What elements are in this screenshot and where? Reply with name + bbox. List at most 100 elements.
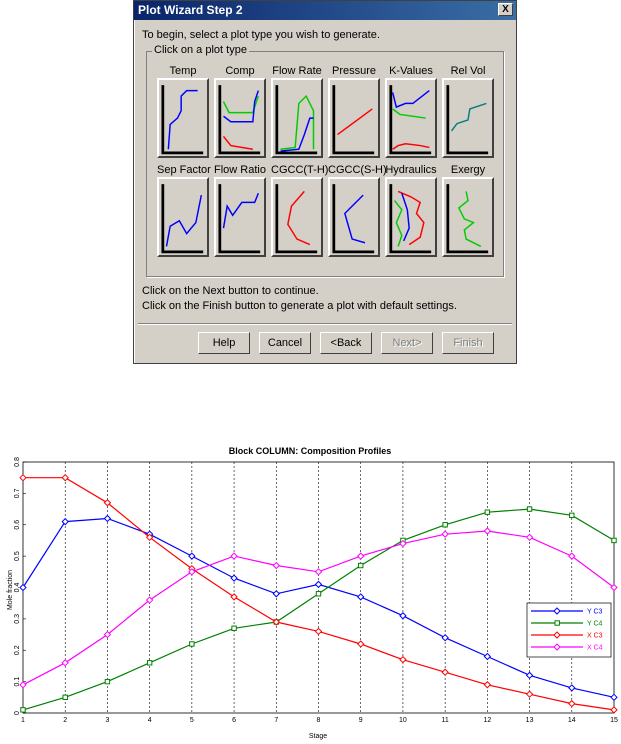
data-point (19, 583, 27, 592)
chart-x-tick-label: 1 (21, 717, 25, 724)
plot-type-cgcc-s-h[interactable]: CGCC(S-H) (328, 163, 387, 257)
plot-type-label: Rel Vol (450, 65, 486, 77)
plot-type-button[interactable] (328, 177, 380, 257)
finish-hint: Click on the Finish button to generate a… (142, 300, 457, 312)
plot-type-sep-factor[interactable]: Sep Factor (157, 163, 211, 257)
plot-type-hydraulics[interactable]: Hydraulics (385, 163, 437, 257)
data-point (19, 681, 27, 689)
plot-type-label: CGCC(T-H) (271, 164, 329, 176)
chart-y-tick-label: 0.4 (14, 583, 21, 593)
data-point (314, 568, 323, 576)
plot-type-exergy[interactable]: Exergy (442, 163, 494, 257)
data-point (358, 562, 364, 569)
close-icon[interactable]: X (498, 3, 513, 16)
finish-button[interactable]: Finish (442, 332, 494, 354)
legend-marker (554, 620, 560, 626)
data-point (441, 530, 449, 538)
data-point (569, 512, 575, 519)
plot-type-group: Click on a plot type Temp Comp Flow Rate Pr… (146, 44, 504, 277)
data-point (61, 473, 69, 482)
chart-x-tick-label: 10 (399, 717, 407, 724)
data-point (399, 612, 407, 620)
plot-type-button[interactable] (271, 177, 323, 257)
plot-type-label: Sep Factor (157, 164, 211, 176)
plot-type-pressure[interactable]: Pressure (328, 64, 380, 158)
data-point (568, 552, 576, 560)
data-point (568, 684, 576, 692)
data-point (357, 593, 365, 601)
chart-y-tick-label: 0.6 (14, 520, 21, 530)
k-values-icon (389, 85, 432, 155)
legend-label: Y C3 (587, 609, 603, 616)
dialog-titlebar[interactable]: Plot Wizard Step 2 X (134, 1, 516, 20)
chart-x-tick-label: 12 (483, 717, 491, 724)
data-point (483, 681, 492, 689)
help-button[interactable]: Help (198, 332, 250, 354)
data-point (526, 506, 533, 512)
next-hint: Click on the Next button to continue. (142, 285, 319, 297)
plot-type-flow-rate[interactable]: Flow Rate (271, 64, 323, 158)
back-button[interactable]: <Back (320, 332, 372, 354)
data-point (61, 659, 69, 667)
data-point (104, 678, 111, 685)
plot-type-button[interactable] (157, 177, 209, 257)
chart-x-tick-label: 6 (232, 717, 236, 724)
flow-rate-icon (275, 85, 318, 155)
chart-x-tick-label: 2 (63, 717, 67, 724)
chart-y-tick-label: 0.5 (14, 551, 21, 561)
composition-profile-icon (218, 85, 261, 155)
chart-x-tick-label: 5 (190, 717, 194, 724)
plot-type-cgcc-t-h[interactable]: CGCC(T-H) (271, 163, 329, 257)
plot-type-button[interactable] (271, 78, 323, 158)
plot-type-button[interactable] (442, 177, 494, 257)
hydraulics-icon (389, 184, 432, 254)
plot-type-button[interactable] (157, 78, 209, 158)
plot-type-button[interactable] (214, 177, 266, 257)
data-point (568, 699, 576, 708)
chart-y-tick-label: 0.8 (14, 457, 21, 467)
data-point (230, 593, 238, 601)
plot-wizard-dialog: Plot Wizard Step 2 X To begin, select a … (133, 0, 517, 364)
data-point (314, 627, 323, 636)
data-point (62, 694, 68, 701)
plot-type-button[interactable] (385, 78, 437, 158)
plot-type-label: Flow Ratio (214, 164, 266, 176)
chart-x-tick-label: 9 (359, 717, 363, 724)
data-point (231, 625, 237, 631)
data-point (315, 591, 322, 597)
legend-label: Y C4 (587, 621, 603, 628)
plot-type-rel-vol[interactable]: Rel Vol (442, 64, 494, 158)
chart-x-tick-label: 4 (148, 717, 152, 724)
plot-type-comp[interactable]: Comp (214, 64, 266, 158)
flow-ratio-icon (218, 184, 261, 254)
legend-marker (553, 643, 561, 651)
chart-y-tick-label: 0.7 (14, 488, 21, 498)
relative-volatility-icon (446, 85, 489, 155)
data-point (272, 590, 280, 598)
plot-type-temp[interactable]: Temp (157, 64, 209, 158)
plot-type-button[interactable] (214, 78, 266, 158)
data-point (357, 552, 365, 560)
exergy-icon (446, 184, 489, 254)
data-point (483, 652, 492, 661)
data-point (525, 690, 534, 698)
data-point (610, 583, 618, 592)
intro-text: To begin, select a plot type you wish to… (142, 29, 380, 41)
plot-type-k-values[interactable]: K-Values (385, 64, 437, 158)
plot-type-button[interactable] (385, 177, 437, 257)
data-point (103, 514, 112, 523)
plot-type-label: Exergy (450, 164, 486, 176)
plot-type-label: CGCC(S-H) (328, 164, 387, 176)
data-point (145, 533, 154, 542)
chart-y-tick-label: 0.1 (14, 677, 21, 687)
data-point (611, 537, 617, 544)
next-button[interactable]: Next> (381, 332, 433, 354)
plot-type-label: K-Values (389, 65, 433, 77)
cancel-button[interactable]: Cancel (259, 332, 311, 354)
plot-type-flow-ratio[interactable]: Flow Ratio (214, 163, 266, 257)
data-point (483, 527, 492, 535)
plot-type-button[interactable] (328, 78, 380, 158)
chart-x-tick-label: 8 (317, 717, 321, 724)
data-point (146, 660, 153, 666)
plot-type-button[interactable] (442, 78, 494, 158)
